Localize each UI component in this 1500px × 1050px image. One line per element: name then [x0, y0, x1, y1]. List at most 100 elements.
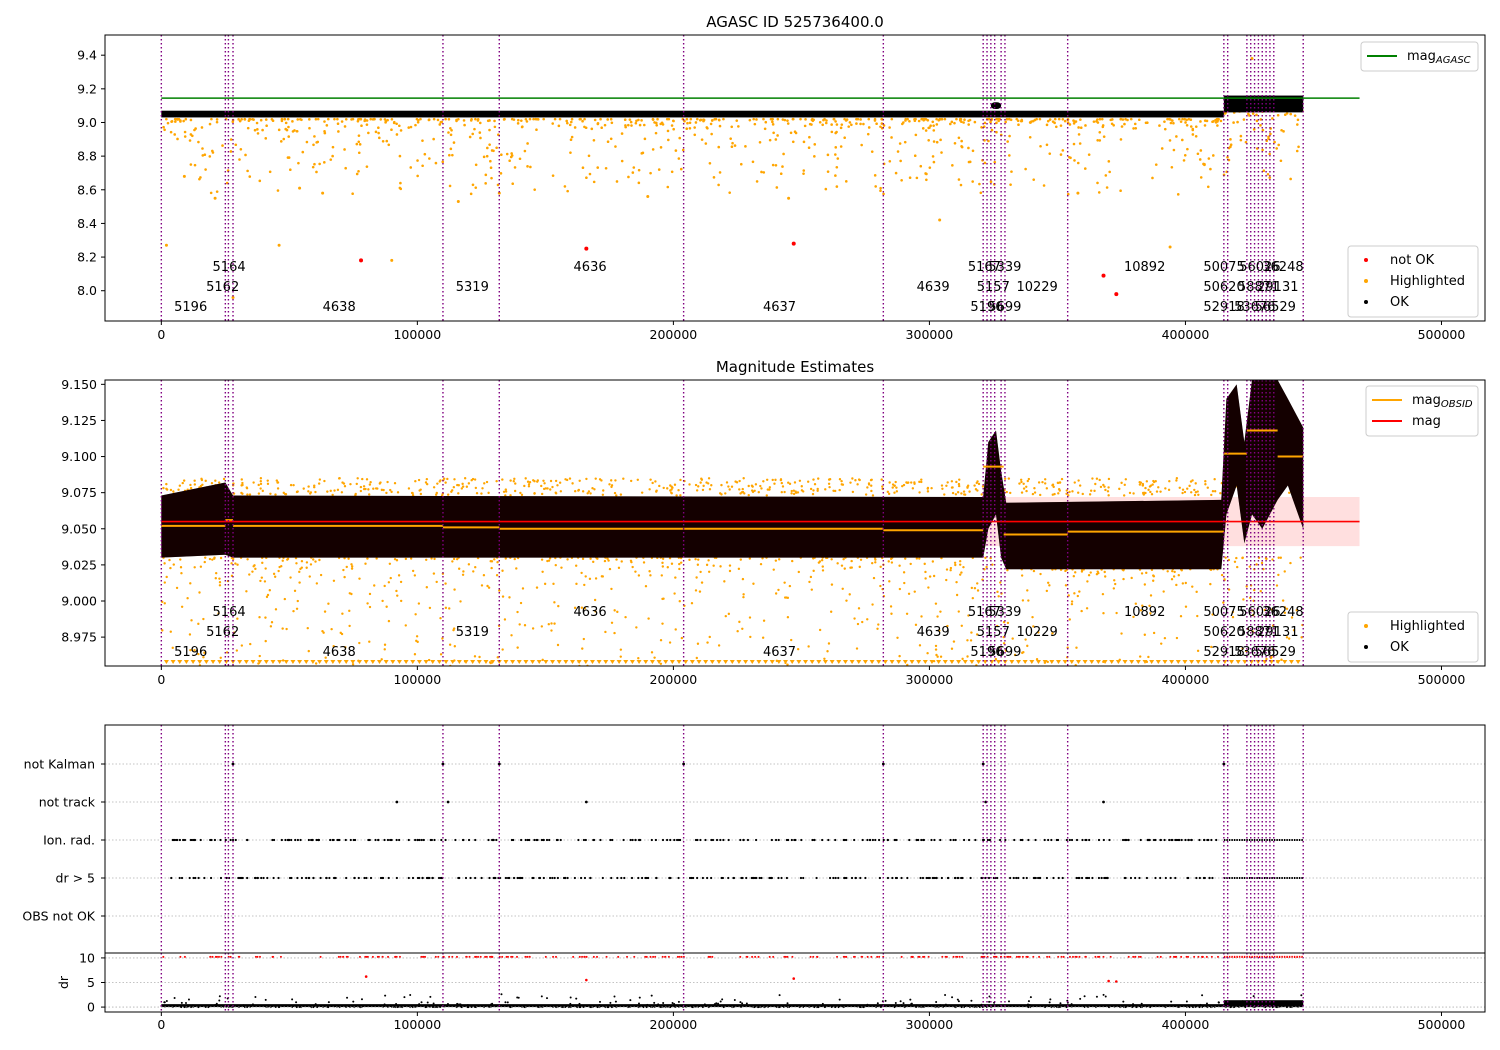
highlighted-point: [694, 121, 698, 124]
highlighted-point: [502, 118, 506, 121]
highlighted-point: [659, 638, 663, 642]
highlighted-point: [594, 477, 597, 480]
flag-point: [843, 876, 846, 880]
highlighted-point: [169, 488, 173, 492]
highlighted-point: [438, 123, 442, 126]
highlighted-point: [970, 631, 973, 634]
highlighted-point: [200, 126, 204, 129]
highlighted-point: [202, 656, 205, 659]
highlighted-point: [951, 164, 954, 167]
highlighted-point: [752, 117, 755, 121]
highlighted-point: [377, 131, 380, 135]
highlighted-point: [487, 586, 491, 589]
highlighted-point: [1152, 479, 1155, 483]
highlighted-point: [274, 493, 277, 496]
flag-point: [231, 838, 235, 842]
highlighted-point: [357, 151, 361, 155]
highlighted-point: [1179, 120, 1183, 123]
highlighted-point: [414, 480, 417, 483]
highlighted-point: [724, 492, 727, 495]
highlighted-clipped-marker: [1288, 660, 1294, 664]
highlighted-point: [1280, 658, 1283, 661]
highlighted-clipped-marker: [1209, 660, 1215, 664]
dr-point: [264, 998, 267, 1001]
flag-point: [197, 876, 200, 880]
highlighted-clipped-marker: [370, 660, 376, 664]
dr-clipped-point: [958, 955, 961, 958]
flag-point: [750, 876, 753, 880]
highlighted-point: [566, 558, 569, 561]
highlighted-point: [1277, 573, 1280, 577]
highlighted-point: [1181, 117, 1184, 121]
highlighted-point: [583, 607, 587, 610]
highlighted-point: [372, 487, 375, 490]
highlighted-point: [826, 170, 830, 173]
dr-point: [352, 1000, 355, 1003]
highlighted-point: [696, 117, 699, 121]
highlighted-point: [428, 157, 431, 160]
highlighted-point: [1089, 489, 1093, 492]
highlighted-point: [1122, 577, 1125, 581]
dr-clipped-point: [1032, 955, 1035, 958]
flag-point: [422, 838, 425, 842]
highlighted-point: [449, 147, 453, 151]
dr-xtick-label: 100000: [393, 1017, 441, 1032]
highlighted-point: [960, 139, 963, 143]
highlighted-point: [1299, 556, 1302, 559]
highlighted-point: [541, 658, 544, 662]
highlighted-point: [508, 159, 511, 163]
dr-point: [1079, 997, 1082, 1000]
highlighted-clipped-marker: [483, 660, 489, 664]
highlighted-point: [271, 119, 275, 123]
highlighted-point: [213, 556, 216, 559]
highlighted-point: [960, 120, 963, 124]
highlighted-point: [708, 635, 711, 639]
highlighted-point: [835, 123, 839, 126]
highlighted-point: [978, 182, 981, 186]
highlighted-point: [425, 558, 428, 561]
highlighted-point: [953, 561, 957, 564]
highlighted-clipped-marker: [1195, 660, 1201, 664]
dr-clipped-point: [900, 955, 903, 958]
highlighted-point: [976, 489, 979, 492]
highlighted-point: [913, 590, 916, 593]
highlighted-point: [918, 491, 921, 494]
dr-clipped-point: [678, 955, 681, 958]
flag-point: [933, 838, 936, 842]
highlighted-point: [614, 145, 617, 148]
highlighted-point: [672, 127, 675, 131]
highlighted-point: [350, 563, 353, 566]
flag-point: [641, 876, 644, 880]
highlighted-point: [183, 130, 187, 134]
highlighted-point: [1020, 574, 1024, 577]
top-xtick-label: 400000: [1162, 327, 1210, 342]
highlighted-point: [554, 563, 557, 567]
dr-clipped-point: [581, 955, 584, 958]
highlighted-point: [844, 180, 848, 183]
highlighted-point: [1270, 608, 1274, 611]
dr-clipped-point: [1025, 955, 1028, 958]
dr-clipped-point: [505, 955, 508, 958]
highlighted-point: [843, 567, 846, 570]
highlighted-clipped-marker: [376, 660, 382, 664]
highlighted-point: [847, 125, 851, 128]
highlighted-point: [295, 129, 299, 133]
highlighted-point: [888, 580, 891, 583]
dr-clipped-point: [853, 955, 856, 958]
flag-point: [300, 876, 304, 880]
flag-point: [338, 838, 341, 842]
dr-clipped-point: [376, 955, 379, 958]
flag-point: [1174, 838, 1177, 842]
highlighted-point: [1244, 649, 1248, 653]
dr-clipped-point: [757, 955, 760, 958]
highlighted-point: [1120, 481, 1123, 485]
highlighted-point: [575, 582, 578, 586]
flag-point: [390, 838, 393, 842]
highlighted-point: [258, 179, 262, 183]
flag-point: [1091, 876, 1094, 880]
flag-point: [900, 876, 903, 880]
highlighted-clipped-marker: [1222, 660, 1228, 664]
highlighted-point: [989, 180, 993, 184]
highlighted-point: [398, 124, 401, 128]
highlighted-point: [261, 128, 264, 132]
